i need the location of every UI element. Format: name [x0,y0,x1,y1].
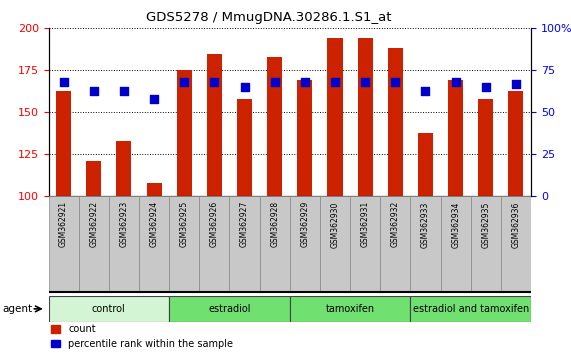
Point [240,84,249,90]
Bar [116,141,131,196]
Bar [49,196,79,292]
Point [512,81,521,87]
Text: estradiol and tamoxifen: estradiol and tamoxifen [413,304,529,314]
Bar [320,196,350,292]
Point [89,88,98,93]
Bar [207,53,222,196]
Bar [357,38,373,196]
Point [331,79,340,85]
Bar [56,91,71,196]
Text: agent: agent [3,304,33,314]
Text: control: control [92,304,126,314]
Bar [448,80,463,196]
Point [391,79,400,85]
Bar [297,80,312,196]
Bar [176,70,192,196]
Bar [478,99,493,196]
Bar [471,196,501,292]
Text: GSM362925: GSM362925 [180,201,189,247]
Bar [508,91,524,196]
Bar [199,196,230,292]
Bar [350,196,380,292]
Bar [388,48,403,196]
Bar [418,133,433,196]
Text: GSM362921: GSM362921 [59,201,68,247]
Text: GSM362927: GSM362927 [240,201,249,247]
Text: GSM362922: GSM362922 [89,201,98,247]
Point [270,79,279,85]
Bar [289,196,320,292]
Bar [380,196,411,292]
Text: GDS5278 / MmugDNA.30286.1.S1_at: GDS5278 / MmugDNA.30286.1.S1_at [146,11,391,24]
Point [59,79,68,85]
Text: GSM362926: GSM362926 [210,201,219,247]
Bar [86,161,101,196]
Point [421,88,430,93]
Text: GSM362923: GSM362923 [119,201,128,247]
Bar [49,296,169,322]
Bar [169,196,199,292]
Text: GSM362930: GSM362930 [331,201,340,248]
Text: GSM362924: GSM362924 [150,201,159,247]
Legend: count, percentile rank within the sample: count, percentile rank within the sample [51,324,233,349]
Bar [411,296,531,322]
Point [210,79,219,85]
Text: GSM362929: GSM362929 [300,201,309,247]
Text: GSM362928: GSM362928 [270,201,279,247]
Point [300,79,309,85]
Point [150,96,159,102]
Bar [260,196,289,292]
Bar [147,183,162,196]
Bar [267,57,282,196]
Bar [501,196,531,292]
Bar [289,296,411,322]
Bar [441,196,471,292]
Text: GSM362934: GSM362934 [451,201,460,248]
Bar [411,196,441,292]
Point [180,79,189,85]
Bar [79,196,109,292]
Text: tamoxifen: tamoxifen [325,304,375,314]
Text: GSM362933: GSM362933 [421,201,430,248]
Bar [109,196,139,292]
Bar [230,196,260,292]
Bar [328,38,343,196]
Point [481,84,490,90]
Text: estradiol: estradiol [208,304,251,314]
Bar [237,99,252,196]
Point [451,79,460,85]
Text: GSM362931: GSM362931 [361,201,369,247]
Point [361,79,370,85]
Text: GSM362932: GSM362932 [391,201,400,247]
Text: GSM362936: GSM362936 [512,201,520,248]
Bar [169,296,289,322]
Bar [139,196,169,292]
Text: GSM362935: GSM362935 [481,201,490,248]
Point [119,88,128,93]
